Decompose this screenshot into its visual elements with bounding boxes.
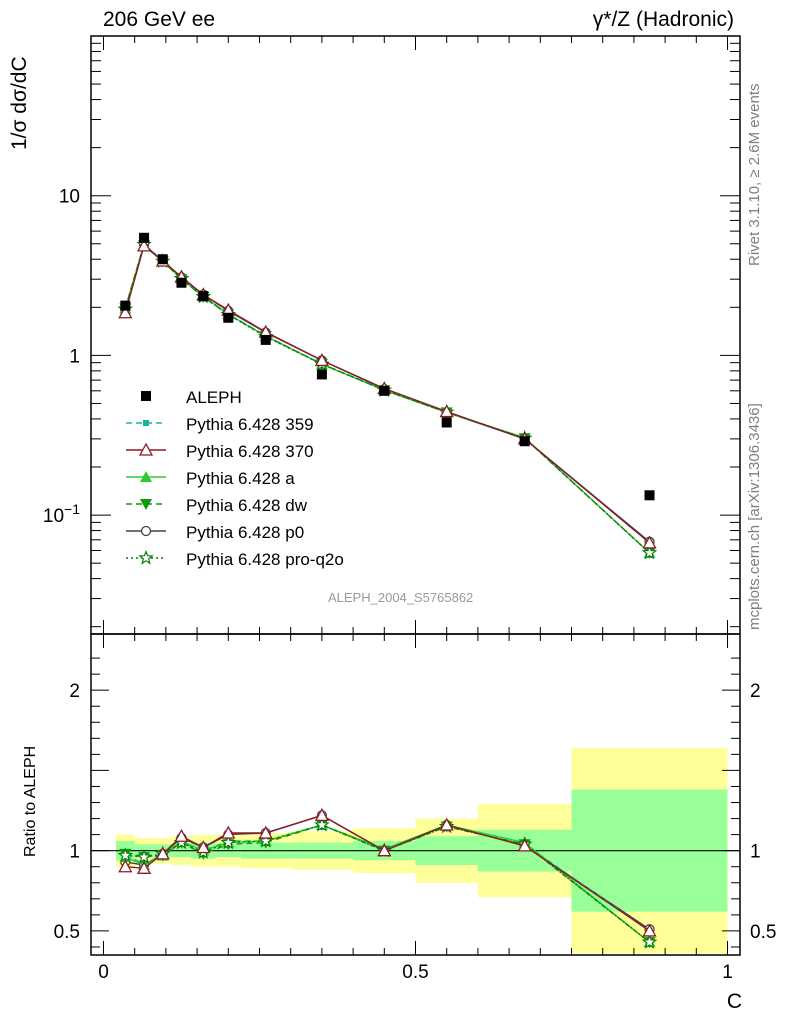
ratio-series-point [257,832,274,848]
ratio-y-tick-label-left: 2 [69,681,80,702]
analysis-watermark: ALEPH_2004_S5765862 [328,590,474,605]
ratio-series-point [642,923,657,937]
ratio-y-tick-label-left: 1 [69,842,80,863]
reference-point [379,385,390,396]
rivet-version-text: Rivet 3.1.10, ≥ 2.6M events [746,83,763,267]
energy-label: 206 GeV ee [103,8,216,31]
ratio-series-point [517,838,532,852]
legend-label: Pythia 6.428 dw [186,496,308,515]
reference-data [120,232,655,501]
series-point [642,535,657,549]
ratio-y-axis-label: Ratio to ALEPH [22,745,39,857]
process-label: γ*/Z (Hadronic) [592,8,734,31]
reference-point [176,277,187,288]
ratio-series-point [258,825,273,839]
reference-point [139,232,150,243]
reference-point [316,369,327,380]
ratio-y-tick-label-right: 0.5 [750,922,776,943]
series-point [136,238,152,252]
legend-marker [143,420,149,426]
legend-marker [140,471,152,482]
legend-marker-reference [141,391,151,401]
ratio-y-tick-label-left: 0.5 [54,922,80,943]
reference-point [519,436,530,447]
ratio-y-tick-label-right: 1 [750,842,761,863]
main-y-tick-label: 10 [59,187,80,208]
x-tick-label: 0 [98,962,109,983]
reference-point [644,490,655,501]
reference-point [120,300,131,311]
legend-marker [138,442,154,456]
legend-marker [140,525,152,537]
reference-point [157,254,168,265]
series-point [314,353,329,367]
series-point [641,544,658,560]
ratio-series-point [136,848,152,864]
legend-label: Pythia 6.428 pro-q2o [186,550,344,569]
ratio-series-point [377,843,392,857]
ratio-series-point [174,828,189,842]
ratio-series-point [117,847,134,863]
reference-point [198,291,209,302]
ratio-series-point [314,808,329,822]
ratio-series-point [220,834,237,850]
ratio-series-point [155,846,170,860]
ratio-series-point [221,825,236,839]
ratio-series-point [118,859,133,873]
x-tick-label: 1 [722,962,733,983]
main-plot-frame [90,35,741,635]
ratio-series-point [641,934,658,949]
reference-point [441,417,452,428]
legend-label: Pythia 6.428 359 [186,415,314,434]
ratio-series-point [196,840,211,854]
ratio-series-1 [118,808,657,937]
reference-point [260,334,271,345]
x-tick-label: 0.5 [402,962,428,983]
reference-point [223,312,234,323]
legend-label: Pythia 6.428 370 [186,442,314,461]
ratio-series-point [314,816,330,832]
main-y-axis-label: 1/σ dσ/dC [8,56,31,150]
x-axis-label: C [726,990,742,1013]
mcplots-reference-text: mcplots.cern.ch [arXiv:1306.3436] [746,403,763,630]
series-point [118,305,133,319]
legend-marker [140,499,152,510]
legend-label: Pythia 6.428 p0 [186,523,304,542]
main-y-tick-label: 1 [69,346,80,367]
legend-marker [138,549,154,565]
ratio-y-tick-label-right: 2 [750,681,761,702]
legend: ALEPH Pythia 6.428 359 Pythia 6.428 370 Pyt… [126,388,344,569]
main-y-tick-label: 10−1 [43,501,80,527]
ratio-series-point [136,860,152,874]
series-point [439,404,454,418]
legend-label-reference: ALEPH [186,388,242,407]
legend-label: Pythia 6.428 a [186,469,295,488]
ratio-series-point [439,817,454,831]
